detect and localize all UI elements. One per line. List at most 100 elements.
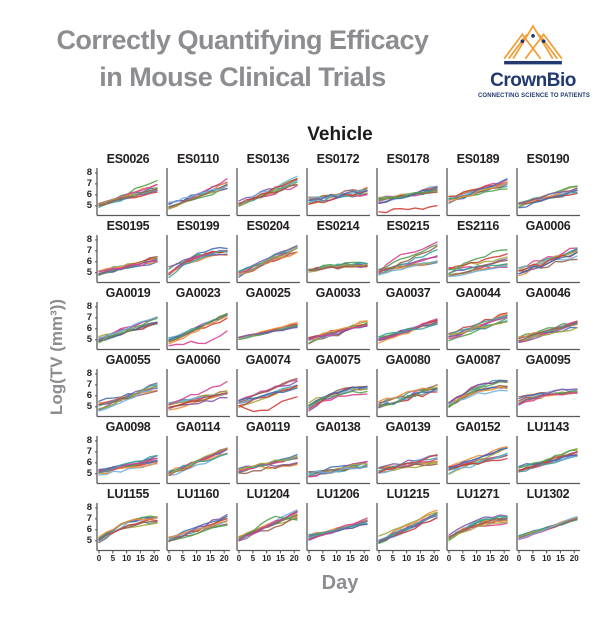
- growth-curves-plot: [516, 369, 580, 418]
- facet-title: LU1143: [527, 420, 569, 434]
- growth-curves-plot: [166, 168, 230, 217]
- growth-curves-plot: [95, 302, 160, 351]
- growth-curves-plot: [166, 302, 230, 351]
- facet-title: ES0136: [246, 152, 290, 166]
- y-tick-label: 6: [86, 255, 92, 267]
- x-tick-label: 20: [289, 554, 299, 563]
- facet-panel-ga0119: GA0119: [235, 419, 305, 485]
- y-tick-label: 7: [86, 244, 92, 256]
- growth-curves-plot: [95, 503, 160, 554]
- growth-curves-plot: [446, 436, 510, 485]
- facet-title: GA0114: [175, 420, 221, 434]
- crown-base-bar: [504, 60, 562, 65]
- page-title: Correctly Quantifying Efficacy in Mouse …: [15, 22, 470, 96]
- facet-title: GA0119: [245, 420, 291, 434]
- facet-panel-ga0074: GA0074: [235, 352, 305, 418]
- growth-curves-plot: [306, 503, 370, 554]
- facet-panel-es0214: ES0214: [305, 218, 375, 284]
- facet-panel-ga0114: GA0114: [165, 419, 235, 485]
- facet-title: LU1160: [177, 487, 219, 501]
- x-tick-label: 20: [429, 554, 439, 563]
- y-tick-label: 7: [86, 177, 92, 189]
- facet-title: GA0138: [315, 420, 361, 434]
- growth-curves-plot: [376, 436, 440, 485]
- page-title-line-1: Correctly Quantifying Efficacy: [56, 25, 429, 55]
- growth-curves-plot: [516, 302, 580, 351]
- facet-panel-ga0152: GA0152: [445, 419, 515, 485]
- facet-title: GA0152: [455, 420, 501, 434]
- facet-title: ES0190: [526, 152, 570, 166]
- growth-curves-plot: [446, 369, 510, 418]
- y-tick-label: 8: [86, 166, 92, 178]
- x-tick-label: 0: [446, 554, 452, 563]
- facet-title: GA0025: [245, 286, 291, 300]
- facet-title: LU1215: [386, 487, 430, 501]
- y-axis-label: Log(TV (mm³)): [47, 298, 66, 416]
- growth-curves-plot: [446, 503, 510, 554]
- facet-panel-es0178: ES0178: [375, 151, 445, 217]
- growth-curves-plot: [306, 436, 370, 485]
- growth-curves-plot: [306, 302, 370, 351]
- y-tick-label: 7: [86, 512, 92, 524]
- facet-title: LU1271: [456, 487, 500, 501]
- logo-tagline-text: CONNECTING SCIENCE TO PATIENTS: [478, 93, 591, 99]
- y-tick-label: 7: [86, 445, 92, 457]
- facet-title: LU1302: [526, 487, 570, 501]
- facet-panel-es0190: ES0190: [515, 151, 585, 217]
- growth-curves-plot: [236, 168, 300, 217]
- growth-curves-plot: [166, 503, 230, 554]
- growth-curves-plot: [446, 168, 510, 217]
- x-tick-label: 15: [555, 554, 565, 563]
- facet-title: ES0214: [316, 219, 360, 233]
- facet-title: GA0044: [455, 286, 501, 300]
- facet-panel-ga0098: GA0098: [95, 419, 165, 485]
- facet-title: ES2116: [457, 219, 499, 233]
- growth-curves-plot: [236, 436, 300, 485]
- x-tick-label: 0: [376, 554, 382, 563]
- x-tick-label: 10: [542, 554, 552, 563]
- facet-panel-es0195: ES0195: [95, 218, 165, 284]
- x-tick-label: 15: [415, 554, 425, 563]
- x-tick-label: 10: [192, 554, 202, 563]
- crown-icon: [503, 24, 563, 65]
- facet-panel-es0110: ES0110: [165, 151, 235, 217]
- facet-title: ES0178: [386, 152, 430, 166]
- facet-row: 8 7 6 5 ES0026 ES0110 ES0136 ES0172 ES0178 ES0189…: [73, 151, 585, 218]
- facet-title: ES0189: [456, 152, 500, 166]
- facet-title: GA0019: [105, 286, 151, 300]
- x-tick-label: 0: [306, 554, 312, 563]
- y-tick-label: 6: [86, 456, 92, 468]
- facet-panel-es0204: ES0204: [235, 218, 305, 284]
- x-tick-label: 20: [219, 554, 229, 563]
- y-tick-label: 6: [86, 523, 92, 535]
- x-tick-label: 15: [345, 554, 355, 563]
- growth-curves-plot: [516, 503, 580, 554]
- x-tick-row: 0 5 10 15 20 0 5 10 15 20 0 5 10 15 20 0 5 10 15 20 0 5 10 15 20…: [73, 553, 585, 566]
- x-tick-label: 10: [332, 554, 342, 563]
- x-tick-label: 10: [472, 554, 482, 563]
- growth-curves-plot: [166, 369, 230, 418]
- x-tick-label: 5: [530, 554, 536, 563]
- y-tick-label: 6: [86, 188, 92, 200]
- facet-panel-ga0139: GA0139: [375, 419, 445, 485]
- y-tick-label: 5: [86, 534, 92, 546]
- facet-panel-ga0037: GA0037: [375, 285, 445, 351]
- facet-title: GA0060: [175, 353, 221, 367]
- facet-panel-ga0075: GA0075: [305, 352, 375, 418]
- facet-grid: 8 7 6 5 ES0026 ES0110 ES0136 ES0172 ES0178 ES0189…: [73, 151, 585, 566]
- facet-panel-lu1206: LU1206: [305, 486, 375, 554]
- facet-title: ES0204: [246, 219, 290, 233]
- facet-panel-ga0060: GA0060: [165, 352, 235, 418]
- x-tick-label: 20: [359, 554, 369, 563]
- facet-title: GA0006: [525, 219, 571, 233]
- growth-curves-plot: [306, 235, 370, 284]
- growth-curves-plot: [95, 369, 160, 418]
- facet-title: GA0033: [315, 286, 361, 300]
- facet-title: ES0110: [177, 152, 219, 166]
- facet-panel-lu1160: LU1160: [165, 486, 235, 554]
- facet-title: ES0026: [106, 152, 150, 166]
